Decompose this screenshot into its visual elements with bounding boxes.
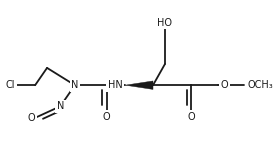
- Text: OCH₃: OCH₃: [247, 80, 273, 90]
- Text: O: O: [103, 112, 111, 122]
- Text: N: N: [57, 101, 64, 111]
- Text: Cl: Cl: [6, 80, 15, 90]
- Text: O: O: [27, 113, 35, 123]
- Polygon shape: [125, 81, 153, 89]
- Text: O: O: [220, 80, 228, 90]
- Text: HN: HN: [108, 80, 122, 90]
- Text: O: O: [188, 112, 195, 122]
- Text: N: N: [71, 80, 79, 90]
- Text: HO: HO: [157, 18, 172, 28]
